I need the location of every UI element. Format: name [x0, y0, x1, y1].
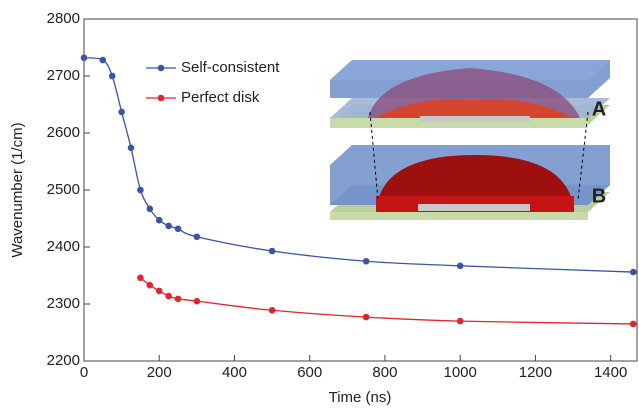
data-point: [99, 56, 107, 64]
y-tick-label: 2700: [47, 67, 80, 84]
data-point: [362, 313, 370, 321]
x-tick-label: 1200: [519, 364, 552, 381]
series-line: [83, 57, 634, 273]
y-tick-label: 2500: [47, 181, 80, 198]
legend-marker: [157, 94, 165, 102]
x-tick-label: 400: [222, 364, 247, 381]
legend-label: Perfect disk: [181, 89, 260, 106]
y-tick-label: 2200: [47, 352, 80, 369]
data-point: [456, 317, 464, 325]
x-tick-label: 800: [372, 364, 397, 381]
data-point: [456, 262, 464, 270]
x-tick-label: 200: [147, 364, 172, 381]
x-axis-label: Time (ns): [329, 389, 392, 406]
inset-illustration: [330, 60, 610, 220]
data-point: [146, 281, 154, 289]
y-axis-label: Wavenumber (1/cm): [9, 122, 26, 257]
legend-marker: [157, 64, 165, 72]
data-point: [362, 257, 370, 265]
data-point: [629, 268, 637, 276]
data-point: [193, 233, 201, 241]
data-point: [165, 292, 172, 300]
data-point: [268, 306, 276, 314]
data-point: [146, 205, 154, 213]
data-point: [127, 144, 135, 152]
x-tick-label: 0: [80, 364, 88, 381]
legend-label: Self-consistent: [181, 59, 280, 76]
data-point: [118, 108, 125, 116]
annotation: B: [592, 185, 606, 207]
data-point: [80, 54, 88, 62]
data-point: [137, 274, 144, 282]
data-point: [629, 320, 637, 328]
data-point: [165, 222, 172, 230]
y-tick-label: 2800: [47, 10, 80, 27]
data-point: [174, 295, 182, 303]
y-tick-label: 2400: [47, 238, 80, 255]
annotation: A: [592, 98, 606, 120]
data-point: [193, 297, 201, 305]
y-tick-label: 2300: [47, 295, 80, 312]
series-line: [140, 277, 634, 325]
data-point: [108, 72, 116, 80]
x-tick-label: 1000: [444, 364, 477, 381]
data-point: [137, 186, 144, 194]
x-tick-label: 600: [297, 364, 322, 381]
y-tick-label: 2600: [47, 124, 80, 141]
x-tick-label: 1400: [594, 364, 627, 381]
data-point: [155, 216, 163, 224]
data-point: [174, 225, 182, 233]
data-point: [268, 247, 276, 255]
data-point: [155, 287, 163, 295]
